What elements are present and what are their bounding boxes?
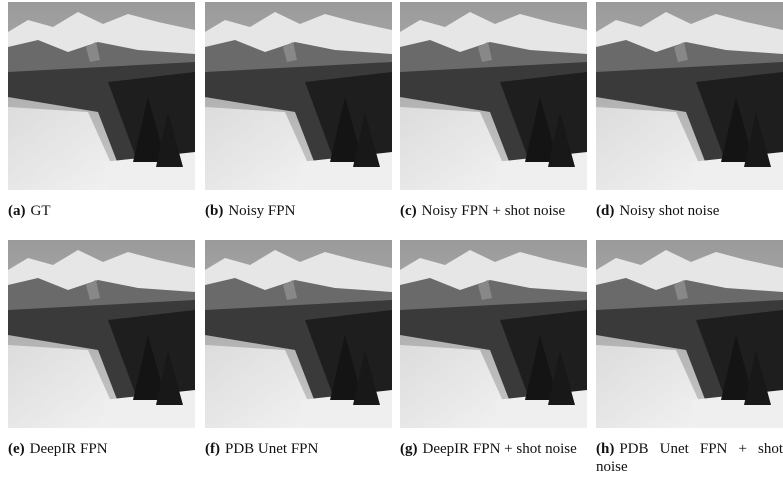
caption-text: Noisy shot noise	[619, 203, 719, 219]
subfigure: (a) GT	[8, 2, 195, 220]
caption-label: (a)	[8, 203, 26, 219]
subfigure: (c) Noisy FPN + shot noise	[400, 2, 587, 220]
page: (a) GT (b) Noisy FPN (c) Noisy FPN + shot noi…	[0, 0, 783, 477]
caption-text: DeepIR FPN + shot noise	[423, 441, 577, 457]
caption: (b) Noisy FPN	[205, 202, 392, 220]
caption-text: DeepIR FPN	[30, 441, 108, 457]
subfigure: (e) DeepIR FPN	[8, 240, 195, 458]
image	[8, 240, 195, 428]
image	[8, 2, 195, 190]
caption: (f) PDB Unet FPN	[205, 440, 392, 458]
subfigure: (b) Noisy FPN	[205, 2, 392, 220]
image	[205, 2, 392, 190]
caption-label: (e)	[8, 441, 25, 457]
caption-text: PDB Unet FPN	[225, 441, 318, 457]
caption-text: GT	[31, 203, 51, 219]
image	[596, 2, 783, 190]
caption: (g) DeepIR FPN + shot noise	[400, 440, 587, 458]
caption-label: (d)	[596, 203, 614, 219]
image	[596, 240, 783, 428]
subfigure: (h)PDB Unet FPN + shot noise	[596, 240, 783, 476]
caption: (a) GT	[8, 202, 195, 220]
image	[205, 240, 392, 428]
subfigure: (g) DeepIR FPN + shot noise	[400, 240, 587, 458]
subfigure: (f) PDB Unet FPN	[205, 240, 392, 458]
caption-text: Noisy FPN	[228, 203, 295, 219]
image	[400, 240, 587, 428]
subfigure: (d) Noisy shot noise	[596, 2, 783, 220]
caption-label: (g)	[400, 441, 418, 457]
caption: (h)PDB Unet FPN + shot noise	[596, 440, 783, 476]
caption-label: (b)	[205, 203, 223, 219]
caption-label: (f)	[205, 441, 220, 457]
caption: (e) DeepIR FPN	[8, 440, 195, 458]
caption-text: PDB Unet FPN + shot noise	[596, 441, 783, 475]
caption-text: Noisy FPN + shot noise	[422, 203, 565, 219]
caption-label: (c)	[400, 203, 417, 219]
caption: (d) Noisy shot noise	[596, 202, 783, 220]
caption-label: (h)	[596, 441, 614, 457]
image	[400, 2, 587, 190]
caption: (c) Noisy FPN + shot noise	[400, 202, 587, 220]
